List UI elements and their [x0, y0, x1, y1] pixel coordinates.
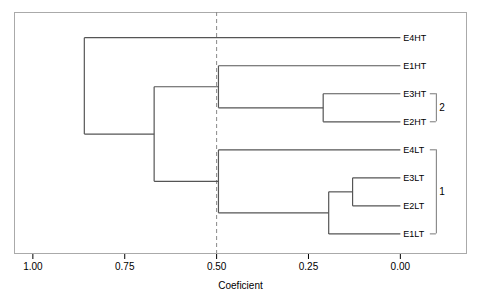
svg-text:E1HT: E1HT [403, 61, 427, 71]
svg-text:0.50: 0.50 [207, 261, 227, 272]
svg-text:E3HT: E3HT [403, 89, 427, 99]
svg-text:E2LT: E2LT [403, 201, 424, 211]
svg-text:E3LT: E3LT [403, 173, 424, 183]
svg-text:1.00: 1.00 [23, 261, 43, 272]
svg-text:E1LT: E1LT [403, 229, 424, 239]
svg-text:0.00: 0.00 [391, 261, 411, 272]
svg-text:Coeficient: Coeficient [218, 280, 263, 291]
svg-text:1: 1 [439, 186, 445, 197]
svg-text:0.25: 0.25 [299, 261, 319, 272]
svg-text:E4LT: E4LT [403, 145, 424, 155]
svg-text:0.75: 0.75 [115, 261, 135, 272]
svg-text:E2HT: E2HT [403, 117, 427, 127]
svg-text:E4HT: E4HT [403, 33, 427, 43]
svg-text:2: 2 [439, 102, 445, 113]
